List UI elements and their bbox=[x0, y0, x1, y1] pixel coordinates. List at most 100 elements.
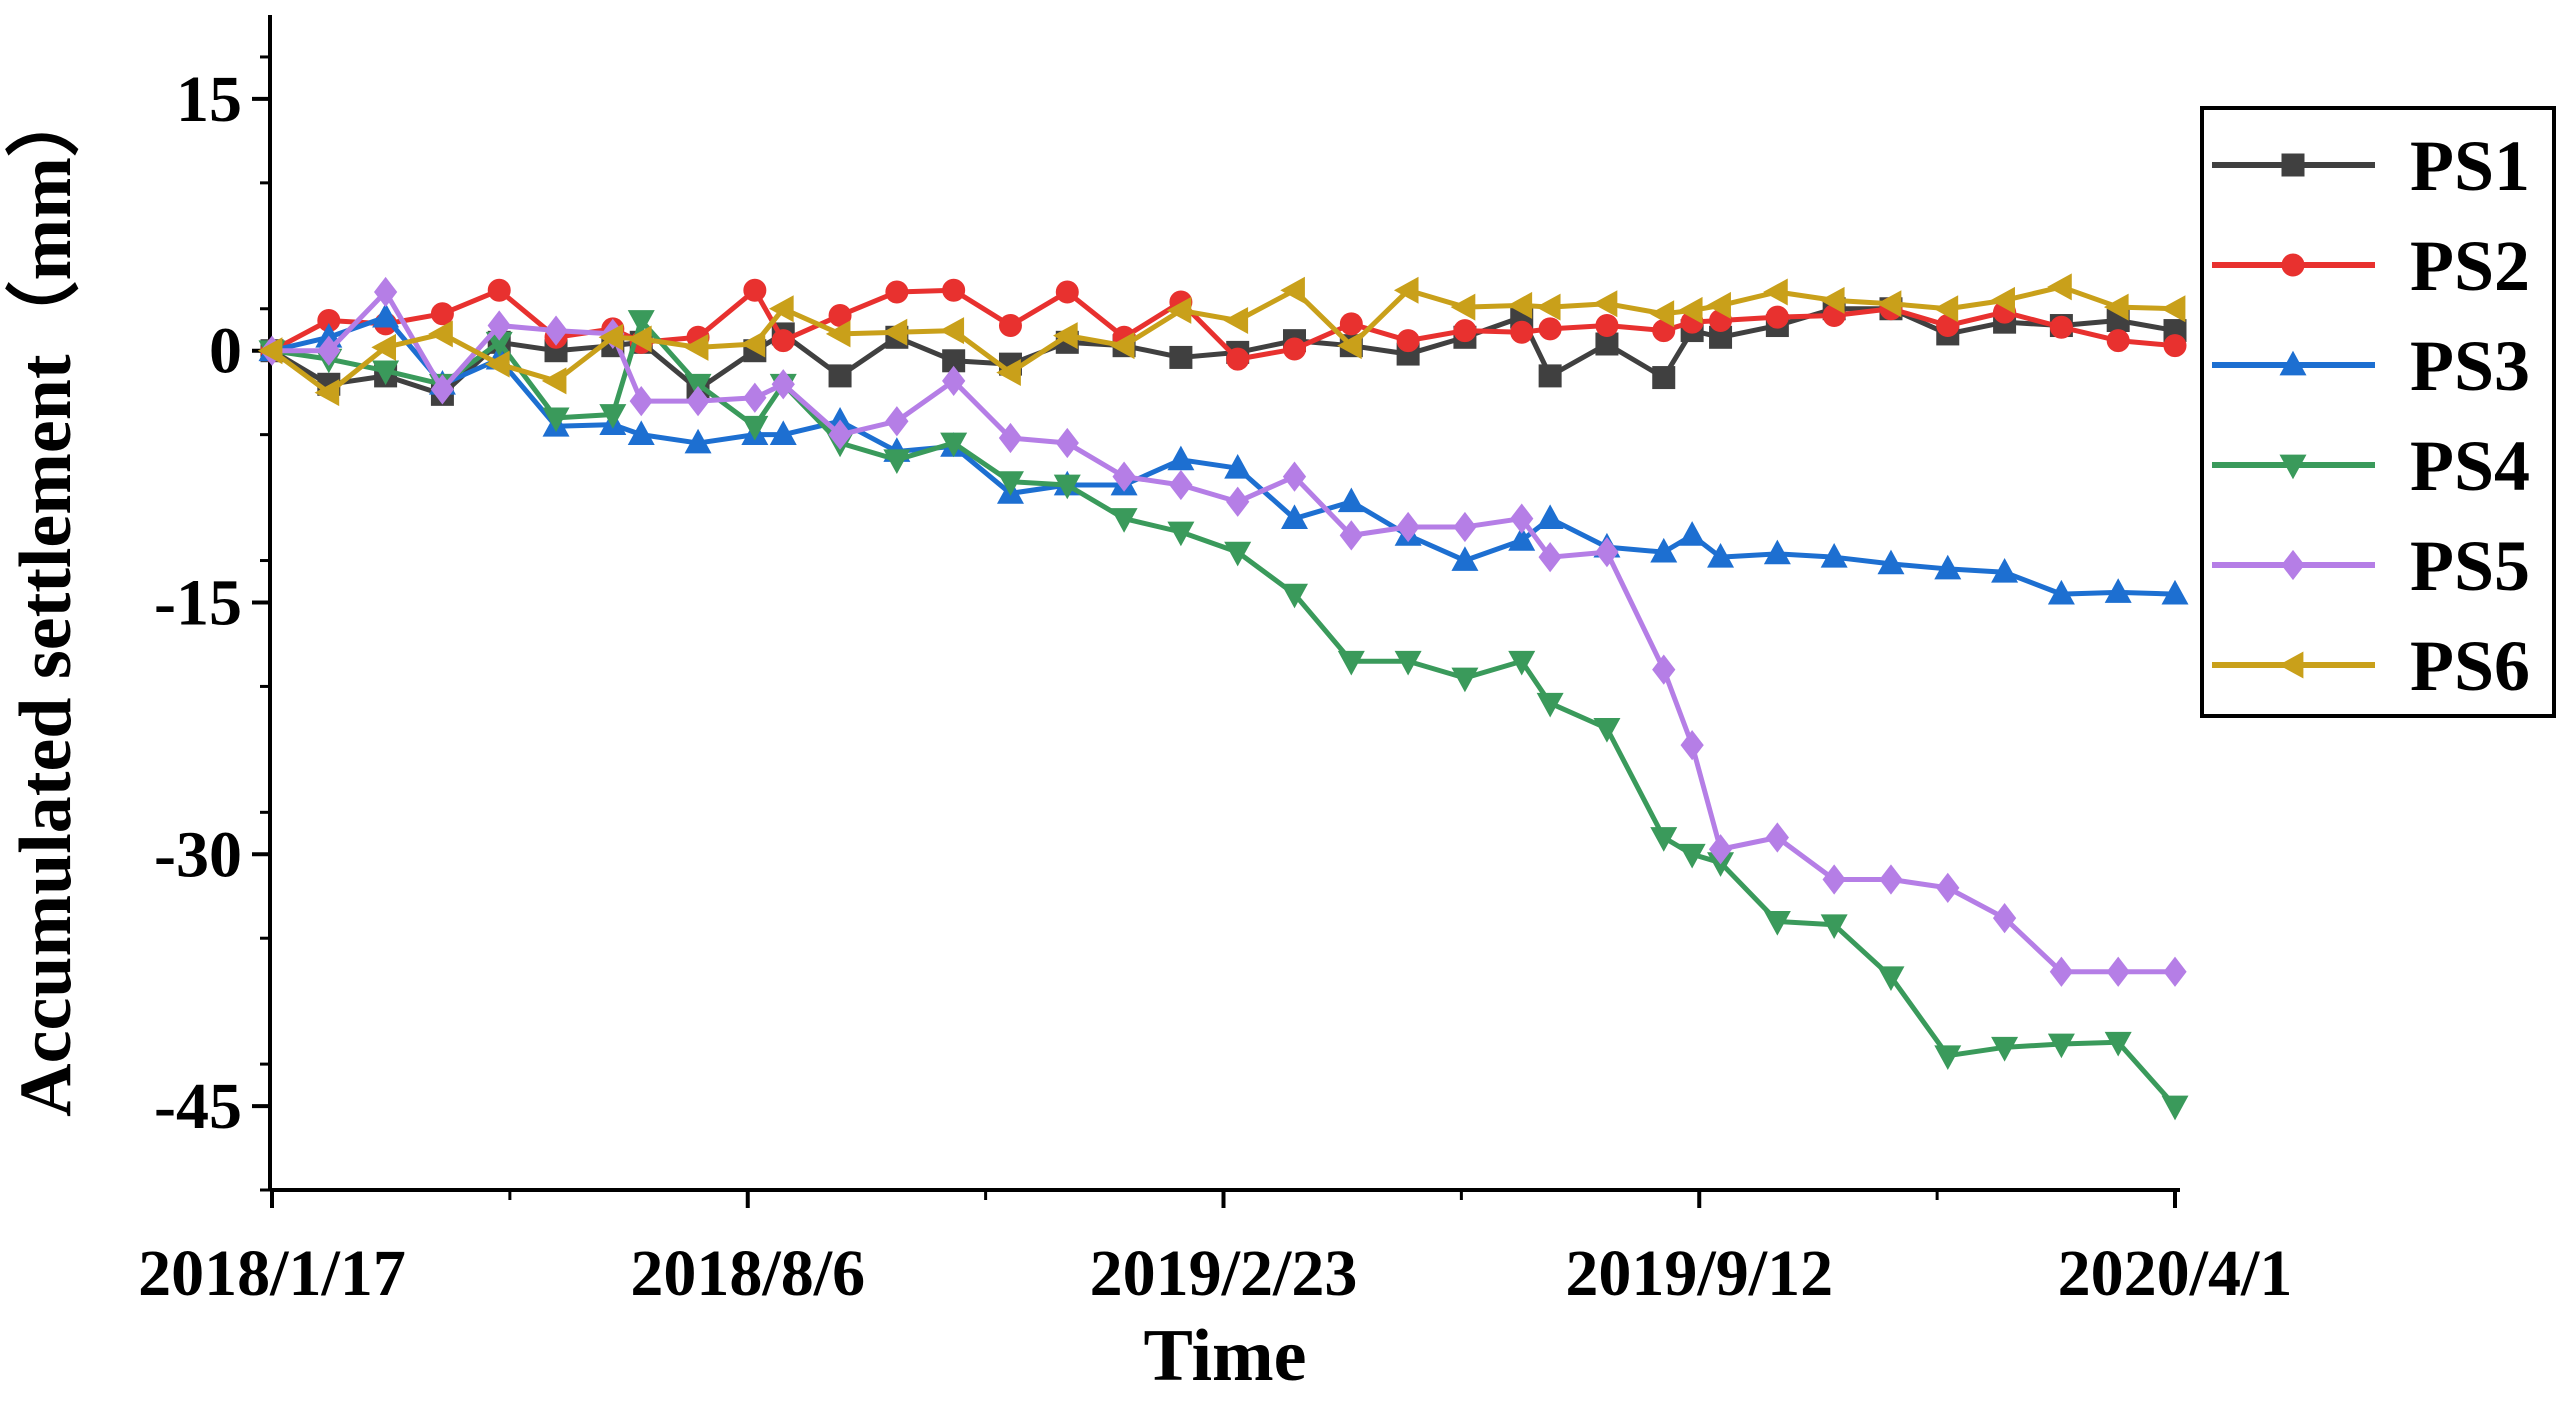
x-tick-label: 2019/9/12 bbox=[1565, 1237, 1833, 1310]
data-point bbox=[629, 385, 653, 417]
data-point bbox=[1281, 504, 1309, 529]
x-axis-title: Time bbox=[1143, 1315, 1306, 1397]
data-point bbox=[1337, 332, 1362, 360]
data-point bbox=[1992, 902, 2017, 934]
data-point bbox=[1765, 822, 1789, 853]
data-point bbox=[1593, 717, 1621, 743]
data-point bbox=[939, 317, 965, 345]
data-point bbox=[430, 374, 455, 405]
legend-item-ps5: PS5 bbox=[2212, 526, 2530, 606]
data-point bbox=[1820, 914, 1848, 940]
series-layer bbox=[257, 273, 2189, 1121]
data-point bbox=[1934, 554, 1962, 580]
legend-label: PS3 bbox=[2410, 326, 2530, 406]
data-point bbox=[1991, 1036, 2019, 1062]
legend-item-ps2: PS2 bbox=[2212, 226, 2530, 306]
data-point bbox=[1535, 293, 1561, 321]
data-point bbox=[1224, 453, 1252, 479]
legend-box bbox=[2200, 106, 2556, 718]
data-point bbox=[1822, 864, 1846, 895]
data-point bbox=[1819, 286, 1845, 314]
data-point bbox=[828, 364, 852, 388]
data-point bbox=[2047, 273, 2072, 301]
data-point bbox=[882, 318, 908, 346]
data-point bbox=[627, 420, 655, 446]
data-point bbox=[883, 449, 911, 475]
data-point bbox=[1451, 546, 1479, 571]
data-point bbox=[1677, 296, 1703, 324]
data-point bbox=[1877, 966, 1905, 992]
data-point bbox=[743, 382, 767, 413]
data-point bbox=[740, 330, 766, 358]
data-point bbox=[1450, 293, 1476, 321]
legend-marker bbox=[2281, 549, 2305, 581]
data-point bbox=[1678, 843, 1706, 869]
data-point bbox=[1650, 537, 1678, 563]
data-point bbox=[1339, 312, 1363, 336]
data-point bbox=[314, 379, 340, 407]
data-point bbox=[1112, 461, 1136, 492]
data-point bbox=[1991, 558, 2019, 583]
data-point bbox=[1283, 337, 1307, 361]
data-point bbox=[942, 365, 966, 397]
data-point bbox=[1652, 654, 1676, 685]
data-point bbox=[940, 432, 968, 458]
data-point bbox=[257, 337, 283, 365]
data-point bbox=[2049, 956, 2074, 987]
legend-item-ps3: PS3 bbox=[2212, 326, 2530, 406]
y-tick-label: -15 bbox=[154, 567, 242, 640]
x-tick-label: 2018/1/17 bbox=[138, 1237, 406, 1310]
data-point bbox=[487, 310, 511, 341]
data-point bbox=[1169, 345, 1193, 369]
data-point bbox=[998, 422, 1023, 454]
y-tick-label: -45 bbox=[154, 1070, 242, 1143]
data-point bbox=[769, 295, 794, 323]
data-point bbox=[741, 415, 769, 441]
y-tick-label: 15 bbox=[176, 63, 242, 136]
data-point bbox=[1281, 583, 1309, 609]
data-point bbox=[1053, 322, 1078, 350]
legend-label: PS6 bbox=[2410, 626, 2530, 706]
legend-item-ps1: PS1 bbox=[2212, 126, 2530, 206]
data-point bbox=[1109, 332, 1135, 360]
legend-item-ps4: PS4 bbox=[2212, 426, 2530, 506]
data-point bbox=[1876, 290, 1902, 318]
data-point bbox=[598, 323, 624, 351]
data-point bbox=[1538, 364, 1562, 388]
data-point bbox=[1936, 872, 1960, 903]
data-point bbox=[1877, 549, 1905, 575]
data-point bbox=[1508, 526, 1536, 551]
data-point bbox=[2049, 315, 2073, 339]
data-point bbox=[1595, 537, 1619, 568]
data-point bbox=[885, 280, 909, 304]
data-point bbox=[996, 471, 1024, 496]
legend-item-ps6: PS6 bbox=[2212, 626, 2530, 706]
data-point bbox=[1707, 542, 1735, 568]
y-tick-label: -30 bbox=[154, 818, 242, 891]
data-point bbox=[2161, 579, 2189, 605]
data-point bbox=[599, 404, 627, 429]
data-point bbox=[1706, 291, 1731, 319]
data-point bbox=[2104, 1031, 2132, 1057]
data-point bbox=[998, 314, 1022, 338]
data-point bbox=[743, 278, 767, 302]
data-point bbox=[626, 325, 652, 353]
legend-items: PS1 PS2 PS3 PS4 PS5 PS6 bbox=[2212, 126, 2530, 706]
data-point bbox=[1680, 730, 1704, 761]
data-point bbox=[1167, 445, 1195, 471]
data-point bbox=[1339, 520, 1363, 551]
data-point bbox=[430, 302, 454, 326]
data-point bbox=[684, 428, 712, 454]
data-point bbox=[428, 320, 453, 348]
data-point bbox=[1934, 1045, 1962, 1070]
data-point bbox=[2106, 329, 2130, 353]
data-point bbox=[1337, 650, 1365, 676]
series-ps2 bbox=[260, 278, 2187, 371]
data-point bbox=[1652, 366, 1676, 390]
data-point bbox=[1282, 461, 1307, 492]
data-point bbox=[2104, 578, 2132, 603]
data-point bbox=[2160, 295, 2186, 323]
series-ps6 bbox=[257, 273, 2186, 407]
data-point bbox=[1678, 521, 1706, 546]
